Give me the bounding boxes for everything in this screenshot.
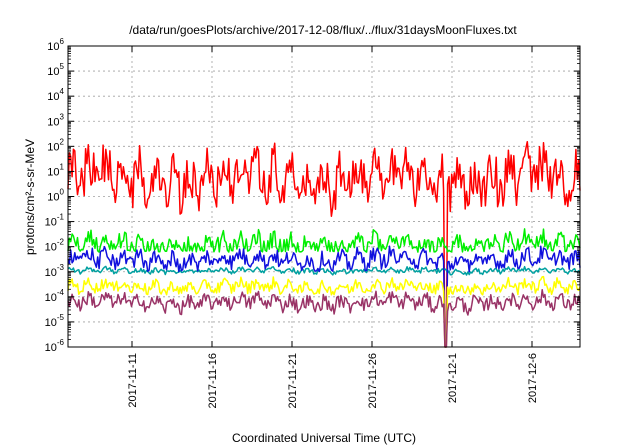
series-line	[67, 228, 581, 253]
y-tick-label: 105	[47, 62, 64, 78]
chart-title: /data/run/goesPlots/archive/2017-12-08/f…	[129, 23, 517, 37]
x-tick-label: 2017-11-16	[207, 353, 219, 408]
grid	[68, 46, 580, 347]
series-line	[67, 288, 581, 348]
y-tick-label: 10-5	[45, 313, 65, 329]
series-line	[67, 275, 581, 348]
y-tick-label: 10-1	[45, 213, 65, 229]
series-line	[67, 245, 581, 348]
x-tick-label: 2017-12-6	[527, 353, 539, 403]
x-tick-label: 2017-12-1	[447, 353, 459, 403]
y-axis-ticks: 10-6 10-5 10-4 10-3 10-2 10-1 100 101 102 103 104 1…	[45, 37, 580, 354]
series-line	[67, 265, 581, 276]
y-tick-label: 10-6	[45, 338, 65, 354]
y-axis-title: protons/cm²-s-sr-MeV	[23, 139, 37, 255]
y-tick-label: 10-3	[45, 263, 65, 279]
x-tick-label: 2017-11-26	[367, 353, 379, 408]
data-series	[67, 140, 581, 348]
x-tick-label: 2017-11-21	[287, 353, 299, 408]
y-tick-label: 103	[47, 112, 64, 128]
y-tick-label: 106	[47, 37, 64, 53]
y-tick-label: 102	[47, 137, 64, 153]
series-line	[67, 140, 581, 348]
x-axis-title: Coordinated Universal Time (UTC)	[232, 431, 416, 445]
x-axis-ticks: 2017-11-11 2017-11-16 2017-11-21 2017-11-26…	[127, 46, 539, 408]
y-tick-label: 104	[47, 87, 64, 103]
x-tick-label: 2017-11-11	[127, 353, 139, 408]
y-tick-label: 101	[47, 162, 64, 178]
y-tick-label: 10-4	[45, 288, 65, 304]
y-tick-label: 100	[47, 188, 64, 204]
y-tick-label: 10-2	[45, 238, 65, 254]
